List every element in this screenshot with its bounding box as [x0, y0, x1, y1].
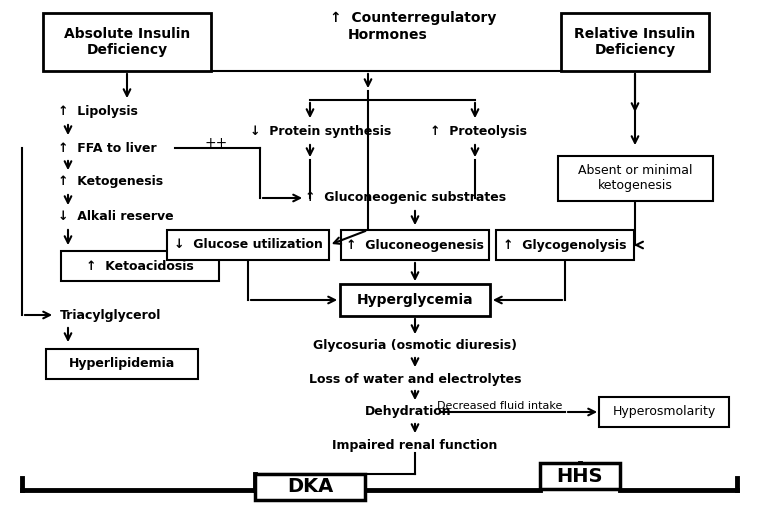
Text: Hyperlipidemia: Hyperlipidemia — [69, 357, 175, 371]
Text: Impaired renal function: Impaired renal function — [332, 439, 498, 452]
Text: ↓  Protein synthesis: ↓ Protein synthesis — [250, 126, 391, 138]
Text: ↑  Counterregulatory: ↑ Counterregulatory — [330, 11, 496, 25]
FancyBboxPatch shape — [43, 13, 211, 71]
Text: Hyperglycemia: Hyperglycemia — [356, 293, 473, 307]
FancyBboxPatch shape — [61, 251, 219, 281]
Text: ↑  FFA to liver: ↑ FFA to liver — [58, 141, 157, 155]
Text: Loss of water and electrolytes: Loss of water and electrolytes — [309, 373, 521, 385]
Text: Decreased fluid intake: Decreased fluid intake — [437, 401, 562, 411]
Text: Triacylglycerol: Triacylglycerol — [60, 308, 161, 321]
Text: Dehydration: Dehydration — [365, 406, 451, 418]
Text: ↑  Lipolysis: ↑ Lipolysis — [58, 105, 138, 119]
Text: ↑  Glycogenolysis: ↑ Glycogenolysis — [503, 238, 627, 251]
Text: ++: ++ — [205, 136, 228, 150]
Text: ↑  Proteolysis: ↑ Proteolysis — [430, 126, 527, 138]
Text: Hormones: Hormones — [348, 28, 428, 42]
Text: DKA: DKA — [287, 478, 333, 496]
Text: ↓  Alkali reserve: ↓ Alkali reserve — [58, 210, 173, 224]
FancyBboxPatch shape — [599, 397, 729, 427]
FancyBboxPatch shape — [167, 230, 329, 260]
FancyBboxPatch shape — [341, 230, 489, 260]
FancyBboxPatch shape — [561, 13, 709, 71]
Text: ↓  Glucose utilization: ↓ Glucose utilization — [173, 238, 322, 251]
Text: Absent or minimal
ketogenesis: Absent or minimal ketogenesis — [578, 164, 692, 192]
FancyBboxPatch shape — [558, 156, 713, 200]
Text: Relative Insulin
Deficiency: Relative Insulin Deficiency — [575, 27, 695, 57]
Text: ↑  Gluconeogenic substrates: ↑ Gluconeogenic substrates — [305, 192, 506, 204]
FancyBboxPatch shape — [340, 284, 490, 316]
FancyBboxPatch shape — [255, 474, 365, 500]
Text: ↑  Gluconeogenesis: ↑ Gluconeogenesis — [346, 238, 484, 251]
Text: Glycosuria (osmotic diuresis): Glycosuria (osmotic diuresis) — [313, 340, 517, 352]
FancyBboxPatch shape — [540, 463, 620, 489]
FancyBboxPatch shape — [496, 230, 634, 260]
Text: ↑  Ketoacidosis: ↑ Ketoacidosis — [86, 260, 194, 272]
Text: Absolute Insulin
Deficiency: Absolute Insulin Deficiency — [64, 27, 190, 57]
Text: Hyperosmolarity: Hyperosmolarity — [613, 406, 716, 418]
Text: HHS: HHS — [557, 466, 603, 486]
FancyBboxPatch shape — [46, 349, 198, 379]
Text: ↑  Ketogenesis: ↑ Ketogenesis — [58, 175, 163, 189]
